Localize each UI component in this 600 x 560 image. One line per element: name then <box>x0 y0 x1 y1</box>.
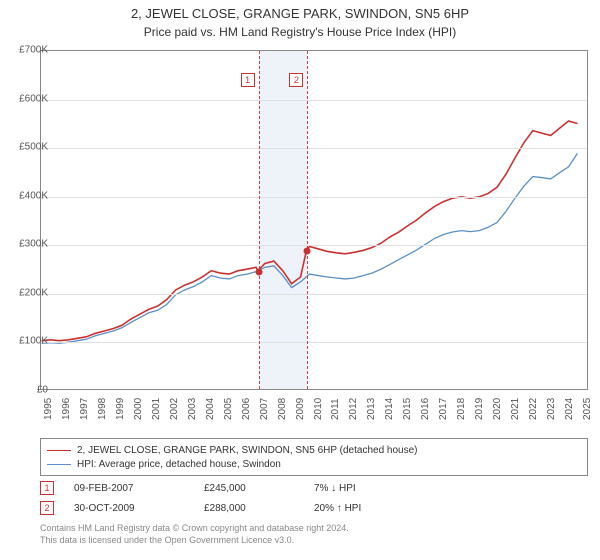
transaction-date: 30-OCT-2009 <box>74 503 204 514</box>
y-tick-label: £100K <box>12 336 48 347</box>
marker-box: 2 <box>289 73 303 87</box>
plot-area: 12 <box>40 50 588 390</box>
legend-item: HPI: Average price, detached house, Swin… <box>47 457 581 471</box>
x-tick-label: 2020 <box>492 398 503 420</box>
transaction-row: 1 09-FEB-2007£245,0007% ↓ HPI <box>40 478 588 498</box>
y-tick-label: £300K <box>12 239 48 250</box>
x-tick-label: 1998 <box>97 398 108 420</box>
chart-title: 2, JEWEL CLOSE, GRANGE PARK, SWINDON, SN… <box>0 6 600 21</box>
x-tick-label: 2021 <box>510 398 521 420</box>
series-property <box>42 121 578 341</box>
y-tick-label: £400K <box>12 190 48 201</box>
x-tick-label: 2010 <box>313 398 324 420</box>
x-tick-label: 2002 <box>169 398 180 420</box>
footer: Contains HM Land Registry data © Crown c… <box>40 522 588 546</box>
vline <box>307 51 308 389</box>
transaction-marker <box>304 248 311 255</box>
x-tick-label: 2005 <box>223 398 234 420</box>
gridline <box>41 100 587 101</box>
legend-swatch <box>47 464 71 465</box>
x-tick-label: 1997 <box>79 398 90 420</box>
legend-item: 2, JEWEL CLOSE, GRANGE PARK, SWINDON, SN… <box>47 443 581 457</box>
gridline <box>41 294 587 295</box>
chart-svg <box>41 51 587 389</box>
x-tick-label: 2001 <box>151 398 162 420</box>
chart-subtitle: Price paid vs. HM Land Registry's House … <box>0 25 600 39</box>
x-tick-label: 2014 <box>384 398 395 420</box>
chart-container: 2, JEWEL CLOSE, GRANGE PARK, SWINDON, SN… <box>0 0 600 560</box>
gridline <box>41 197 587 198</box>
x-tick-label: 2004 <box>205 398 216 420</box>
y-tick-label: £600K <box>12 93 48 104</box>
x-tick-label: 1995 <box>43 398 54 420</box>
x-tick-label: 2012 <box>348 398 359 420</box>
y-tick-label: £0 <box>12 385 48 396</box>
x-tick-label: 2016 <box>420 398 431 420</box>
y-tick-label: £500K <box>12 142 48 153</box>
x-tick-label: 2009 <box>295 398 306 420</box>
gridline <box>41 342 587 343</box>
y-tick-label: £700K <box>12 45 48 56</box>
x-tick-label: 2013 <box>366 398 377 420</box>
gridline <box>41 245 587 246</box>
x-tick-label: 2017 <box>438 398 449 420</box>
x-tick-label: 2000 <box>133 398 144 420</box>
transaction-delta: 20% ↑ HPI <box>314 503 424 514</box>
x-tick-label: 2024 <box>564 398 575 420</box>
x-tick-label: 2007 <box>259 398 270 420</box>
transactions-table: 1 09-FEB-2007£245,0007% ↓ HPI 2 30-OCT-2009… <box>40 478 588 518</box>
x-tick-label: 2019 <box>474 398 485 420</box>
x-tick-label: 2011 <box>330 398 341 420</box>
marker-box: 1 <box>241 73 255 87</box>
legend-swatch <box>47 450 71 451</box>
y-tick-label: £200K <box>12 287 48 298</box>
footer-line2: This data is licensed under the Open Gov… <box>40 534 588 546</box>
x-tick-label: 2025 <box>582 398 593 420</box>
x-tick-label: 2023 <box>546 398 557 420</box>
x-tick-label: 1996 <box>61 398 72 420</box>
transaction-price: £288,000 <box>204 503 314 514</box>
transaction-marker-box: 1 <box>40 481 54 495</box>
legend-label: 2, JEWEL CLOSE, GRANGE PARK, SWINDON, SN… <box>77 445 418 456</box>
legend: 2, JEWEL CLOSE, GRANGE PARK, SWINDON, SN… <box>40 438 588 476</box>
x-tick-label: 2008 <box>277 398 288 420</box>
legend-label: HPI: Average price, detached house, Swin… <box>77 459 281 470</box>
transaction-marker-box: 2 <box>40 501 54 515</box>
transaction-row: 2 30-OCT-2009£288,00020% ↑ HPI <box>40 498 588 518</box>
transaction-date: 09-FEB-2007 <box>74 483 204 494</box>
transaction-marker <box>255 269 262 276</box>
x-tick-label: 2006 <box>241 398 252 420</box>
x-tick-label: 2015 <box>402 398 413 420</box>
vline <box>259 51 260 389</box>
title-block: 2, JEWEL CLOSE, GRANGE PARK, SWINDON, SN… <box>0 0 600 39</box>
x-tick-label: 2003 <box>187 398 198 420</box>
x-tick-label: 2018 <box>456 398 467 420</box>
x-tick-label: 1999 <box>115 398 126 420</box>
transaction-price: £245,000 <box>204 483 314 494</box>
gridline <box>41 148 587 149</box>
x-tick-label: 2022 <box>528 398 539 420</box>
footer-line1: Contains HM Land Registry data © Crown c… <box>40 522 588 534</box>
transaction-delta: 7% ↓ HPI <box>314 483 424 494</box>
